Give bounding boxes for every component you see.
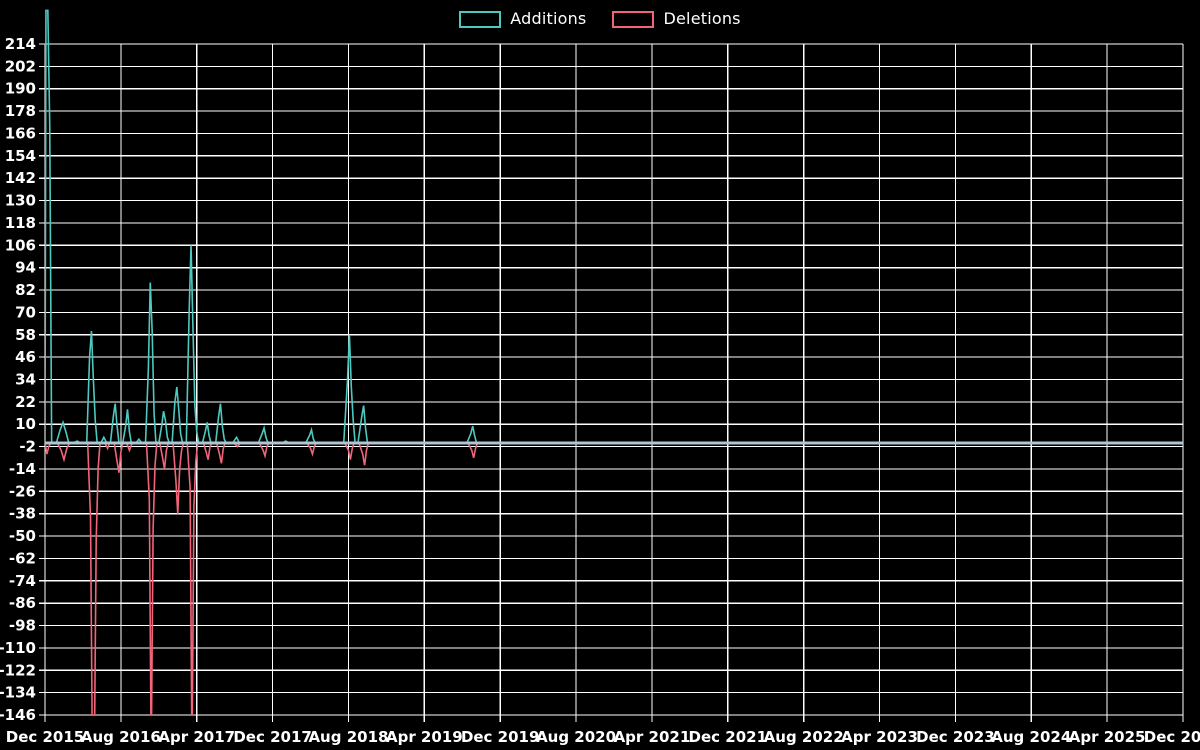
legend-entry-additions[interactable]: Additions xyxy=(459,9,587,28)
y-tick-label: -98 xyxy=(9,617,36,635)
legend-swatch-additions xyxy=(459,10,502,28)
legend-label-additions: Additions xyxy=(510,9,587,28)
y-tick-label: 34 xyxy=(15,371,36,389)
x-tick-label: Dec 2015 xyxy=(6,728,85,746)
y-tick-label: 154 xyxy=(5,147,36,165)
x-tick-label: Aug 2016 xyxy=(81,728,161,746)
y-tick-label: -86 xyxy=(9,594,36,612)
legend-label-deletions: Deletions xyxy=(663,9,741,28)
y-tick-label: 202 xyxy=(5,57,36,75)
x-tick-label: Apr 2021 xyxy=(614,728,691,746)
x-tick-label: Dec 2023 xyxy=(916,728,995,746)
y-tick-label: 178 xyxy=(5,102,36,120)
y-tick-label: -62 xyxy=(9,549,36,567)
y-tick-label: 214 xyxy=(5,35,36,53)
x-tick-label: Aug 2018 xyxy=(308,728,388,746)
y-axis-tick-labels: 214 202 190 178 166 154 142 130 118 106 94 82 70 58 46… xyxy=(0,35,36,724)
chart-legend: Additions Deletions xyxy=(0,6,1200,32)
y-tick-label: 46 xyxy=(15,348,36,366)
y-gridlines xyxy=(39,43,1183,716)
x-tick-label: Dec 2019 xyxy=(461,728,540,746)
x-tick-label: Apr 2025 xyxy=(1069,728,1146,746)
x-tick-label: Dec 2017 xyxy=(233,728,312,746)
x-tick-label: Dec 2025 xyxy=(1144,728,1200,746)
y-tick-label: 190 xyxy=(5,80,36,98)
y-tick-label: 118 xyxy=(5,214,36,232)
legend-swatch-deletions xyxy=(612,10,655,28)
y-tick-label: 70 xyxy=(15,303,36,321)
y-tick-label: -50 xyxy=(9,527,36,545)
y-tick-label: -74 xyxy=(9,572,36,590)
y-tick-label: 166 xyxy=(5,124,36,142)
x-tick-label: Aug 2022 xyxy=(764,728,844,746)
y-tick-label: -122 xyxy=(0,661,36,679)
y-tick-label: -14 xyxy=(9,460,36,478)
data-series-layer xyxy=(45,9,1183,715)
y-tick-label: 142 xyxy=(5,169,36,187)
x-gridlines xyxy=(44,44,1184,722)
y-tick-label: 10 xyxy=(15,415,36,433)
x-tick-label: Apr 2019 xyxy=(386,728,463,746)
x-tick-label: Apr 2017 xyxy=(158,728,235,746)
series-line-deletions xyxy=(45,442,1183,715)
y-tick-label: 82 xyxy=(15,281,36,299)
y-tick-label: 22 xyxy=(15,393,36,411)
y-tick-label: -110 xyxy=(0,639,36,657)
x-tick-label: Apr 2023 xyxy=(841,728,918,746)
y-tick-label: 106 xyxy=(5,236,36,254)
y-tick-label: -38 xyxy=(9,505,36,523)
legend-entry-deletions[interactable]: Deletions xyxy=(612,9,741,28)
series-line-additions xyxy=(45,9,1183,444)
y-tick-label: -26 xyxy=(9,482,36,500)
y-tick-label: 130 xyxy=(5,192,36,210)
x-tick-label: Aug 2024 xyxy=(991,728,1071,746)
y-tick-label: 58 xyxy=(15,326,36,344)
x-tick-label: Aug 2020 xyxy=(536,728,616,746)
x-tick-label: Dec 2021 xyxy=(689,728,768,746)
y-tick-label: -146 xyxy=(0,706,36,724)
y-tick-label: -2 xyxy=(19,438,36,456)
y-tick-label: 94 xyxy=(15,259,36,277)
y-tick-label: -134 xyxy=(0,684,36,702)
